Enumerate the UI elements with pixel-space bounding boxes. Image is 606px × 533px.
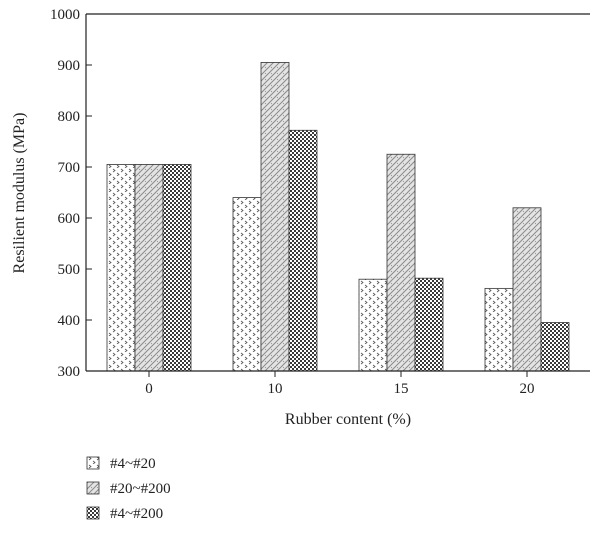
- bar-4-200-0: [162, 164, 192, 372]
- y-tick-label: 600: [58, 211, 81, 227]
- bar-4-200-20: [540, 322, 570, 372]
- legend-label-4-200: #4~#200: [110, 506, 163, 522]
- legend-swatch-4-20: [86, 456, 100, 470]
- x-tick-label: 10: [268, 381, 283, 397]
- y-ticks: 300 400 500 600 700 800 900 1000: [50, 7, 92, 380]
- y-tick-label: 500: [58, 262, 81, 278]
- x-axis-title: Rubber content (%): [285, 411, 411, 428]
- x-tick-label: 20: [520, 381, 535, 397]
- bar-20-200-0: [134, 164, 164, 372]
- bar-4-200-10: [288, 129, 318, 372]
- legend-swatch-20-200: [86, 481, 100, 495]
- y-tick-label: 300: [58, 364, 81, 380]
- x-tick-label: 0: [145, 381, 153, 397]
- axes-layer: [85, 13, 590, 372]
- legend: #4~#20 #20~#200 #4~#200: [86, 456, 171, 522]
- bar-4-200-15: [414, 277, 444, 372]
- x-ticks: 0 10 15 20: [145, 371, 535, 397]
- bar-4-20-0: [106, 164, 136, 372]
- y-tick-label: 400: [58, 313, 81, 329]
- y-tick-label: 900: [58, 58, 81, 74]
- bar-20-200-10: [260, 62, 290, 372]
- y-axis-title: Resilient modulus (MPa): [11, 113, 28, 274]
- legend-label-20-200: #20~#200: [110, 481, 171, 497]
- bar-4-20-20: [484, 287, 514, 372]
- y-tick-label: 800: [58, 109, 81, 125]
- bar-20-200-20: [512, 207, 542, 372]
- bar-4-20-15: [358, 278, 388, 372]
- bars-layer: [106, 62, 570, 372]
- bar-20-200-15: [386, 153, 416, 372]
- y-tick-label: 1000: [50, 7, 80, 23]
- y-tick-label: 700: [58, 160, 81, 176]
- x-tick-label: 15: [394, 381, 409, 397]
- bar-4-20-10: [232, 197, 262, 372]
- legend-label-4-20: #4~#20: [110, 456, 156, 472]
- legend-swatch-4-200: [86, 506, 100, 520]
